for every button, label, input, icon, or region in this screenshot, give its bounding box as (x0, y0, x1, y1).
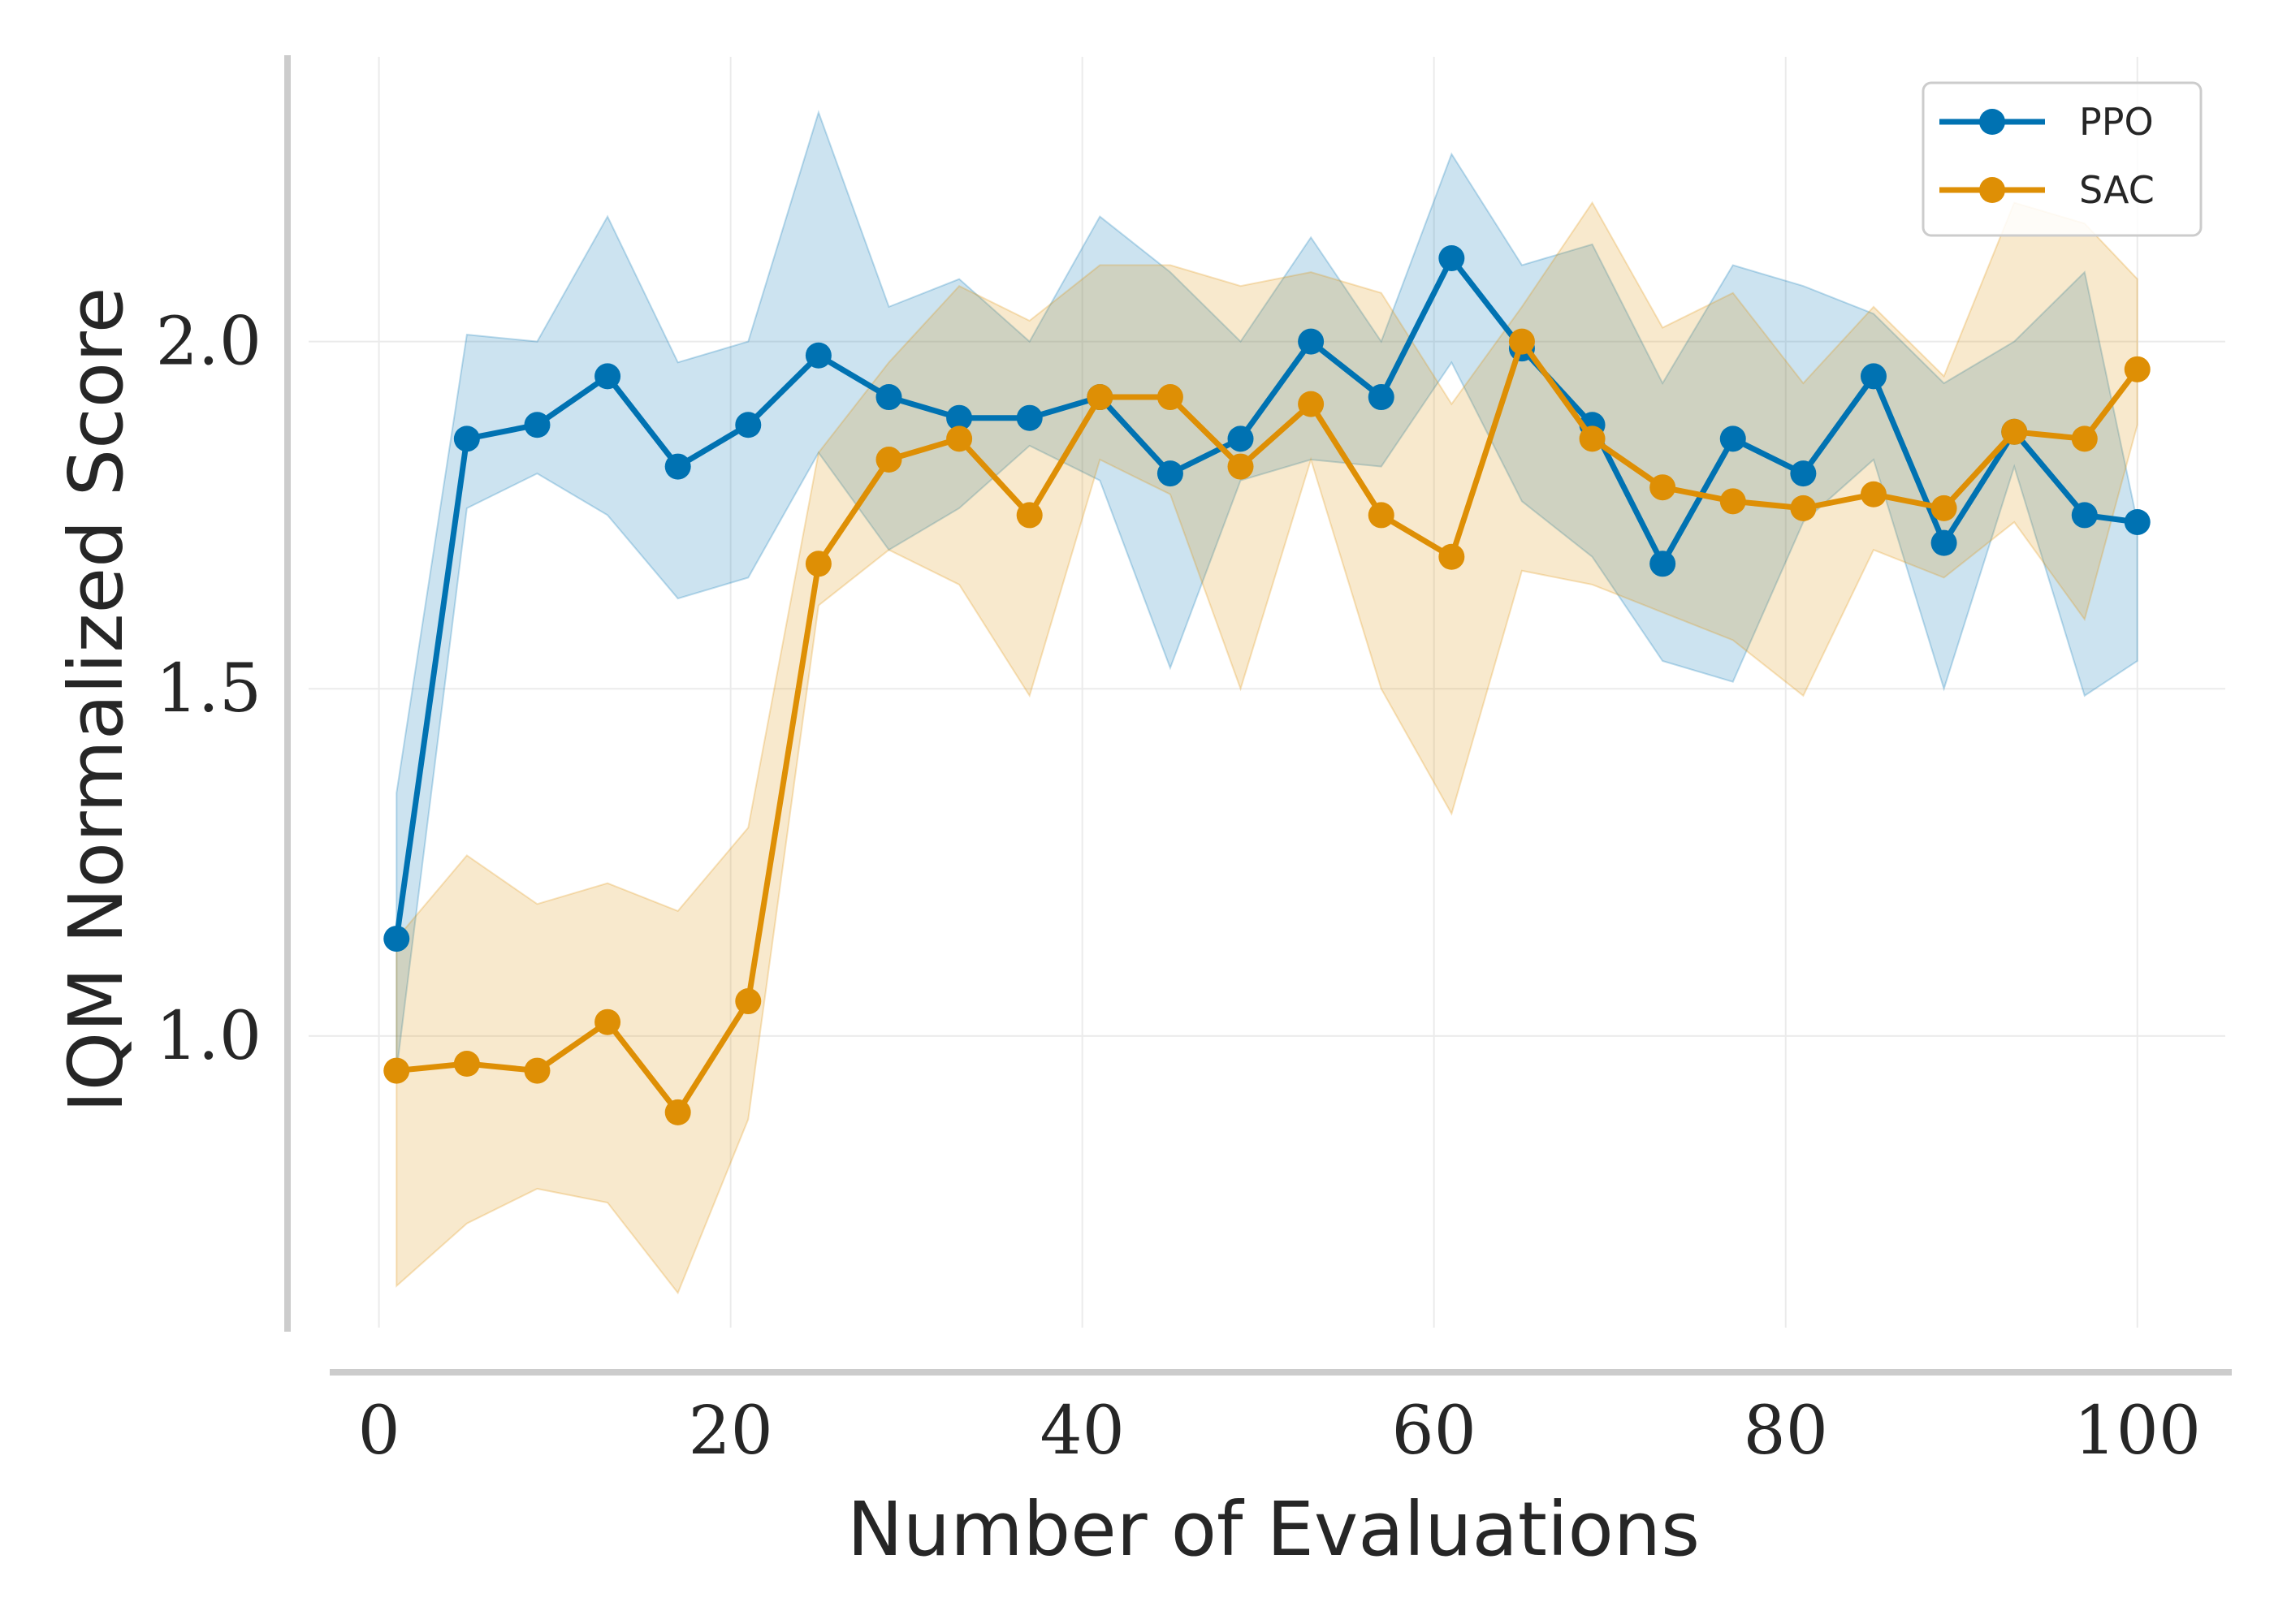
data-point-ppo (1156, 460, 1183, 487)
data-point-sac (1508, 328, 1535, 355)
data-point-sac (594, 1009, 621, 1035)
axes (284, 55, 2232, 1376)
legend-marker-sac (1979, 177, 2005, 203)
x-tick-label: 0 (358, 1393, 400, 1470)
y-tick-label: 2.0 (156, 304, 262, 381)
legend-label-ppo: PPO (2079, 100, 2154, 144)
confidence-bands (396, 110, 2138, 1295)
data-point-sac (1719, 488, 1746, 515)
data-point-ppo (1719, 425, 1746, 452)
series-lines (383, 245, 2151, 1125)
legend-label-sac: SAC (2079, 168, 2155, 212)
data-point-ppo (805, 342, 832, 369)
data-point-ppo (1368, 384, 1394, 411)
data-point-sac (1016, 502, 1043, 529)
x-tick-label: 80 (1744, 1393, 1828, 1470)
data-point-ppo (1790, 460, 1817, 487)
data-point-sac (1227, 453, 1254, 480)
series-line-ppo (393, 255, 2141, 942)
data-point-sac (1649, 474, 1676, 501)
data-point-ppo (735, 412, 762, 438)
data-point-ppo (383, 926, 410, 952)
legend-frame (1922, 81, 2203, 237)
data-point-ppo (1016, 404, 1043, 431)
data-point-sac (805, 551, 832, 577)
data-point-sac (735, 988, 762, 1015)
data-point-sac (946, 425, 973, 452)
data-point-sac (383, 1057, 410, 1084)
data-point-sac (1790, 495, 1817, 521)
data-point-sac (1930, 495, 1957, 521)
legend-marker-ppo (1979, 109, 2005, 135)
x-tick-label: 20 (688, 1393, 772, 1470)
tick-labels: 0 20 40 60 80 100 1.0 1.5 2.0 (156, 304, 2201, 1470)
grid (309, 57, 2225, 1328)
data-point-ppo (1649, 551, 1676, 577)
data-point-ppo (664, 453, 691, 480)
data-point-ppo (1860, 363, 1887, 390)
x-tick-label: 60 (1392, 1393, 1476, 1470)
x-tick-label: 40 (1040, 1393, 1124, 1470)
data-point-ppo (594, 363, 621, 390)
data-point-sac (1368, 502, 1394, 529)
y-tick-label: 1.5 (156, 650, 262, 728)
legend: PPO SAC (1922, 81, 2203, 237)
data-point-ppo (453, 425, 480, 452)
data-point-ppo (1227, 425, 1254, 452)
confidence-band-ppo (396, 110, 2138, 1071)
data-point-ppo (1438, 245, 1465, 272)
data-point-sac (1298, 391, 1325, 417)
data-point-sac (1087, 384, 1113, 411)
data-point-ppo (2071, 502, 2098, 529)
data-point-sac (2071, 425, 2098, 452)
data-point-ppo (1298, 328, 1325, 355)
data-point-sac (1156, 384, 1183, 411)
confidence-band-sac (396, 201, 2138, 1295)
data-point-sac (664, 1099, 691, 1125)
y-tick-label: 1.0 (156, 998, 262, 1075)
data-point-ppo (1930, 529, 1957, 556)
x-tick-label: 100 (2073, 1393, 2201, 1470)
data-point-sac (875, 447, 902, 473)
data-point-ppo (2124, 508, 2151, 535)
data-point-ppo (946, 404, 973, 431)
data-point-ppo (875, 384, 902, 411)
data-point-sac (1860, 481, 1887, 508)
data-point-sac (2001, 418, 2028, 445)
data-point-sac (1438, 543, 1465, 570)
y-axis-label: IQM Normalized Score (53, 287, 140, 1113)
data-point-sac (453, 1051, 480, 1078)
data-point-ppo (524, 412, 551, 438)
data-point-sac (1579, 425, 1606, 452)
x-axis-label: Number of Evaluations (847, 1486, 1700, 1573)
data-point-sac (524, 1057, 551, 1084)
data-point-sac (2124, 356, 2151, 382)
